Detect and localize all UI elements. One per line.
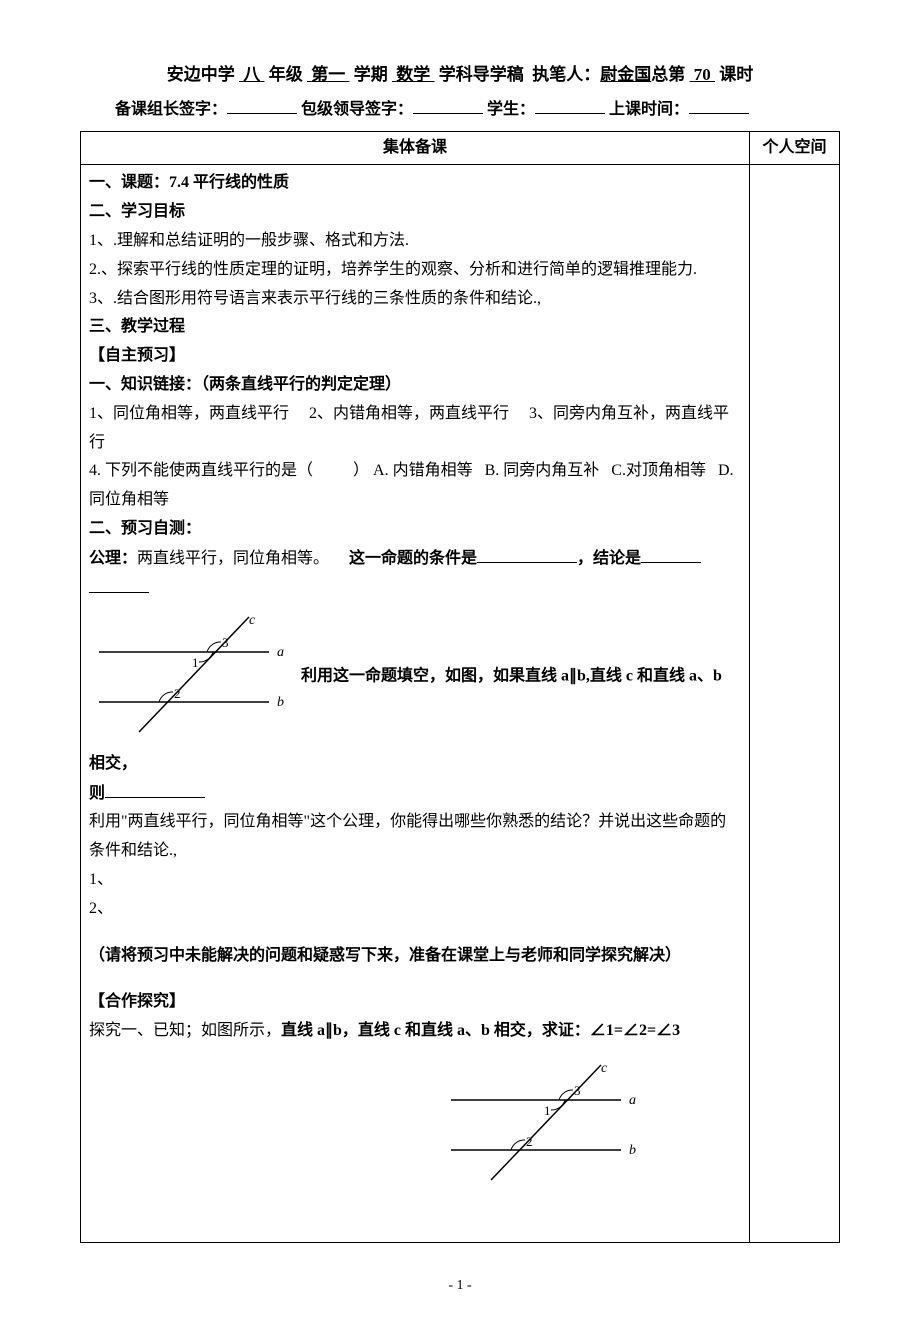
q4-c: C.对顶角相等: [611, 462, 706, 479]
fill-blank: [105, 779, 205, 798]
goal-3: 3、.结合图形用符号语言来表示平行线的三条性质的条件和结论.,: [89, 285, 741, 314]
lesson-suffix: 课时: [719, 65, 753, 84]
sign1-blank: [227, 95, 297, 114]
fill-text-b: 则: [89, 785, 105, 802]
label-b-2: b: [629, 1143, 636, 1158]
page-number: - 1 -: [80, 1273, 840, 1298]
sign1-label: 备课组长签字：: [115, 101, 227, 118]
q4-a: A. 内错角相等: [373, 462, 473, 479]
diagram-row-1: a b c 3 1 2 利用这一命题填空，如图，如果直线 a∥b,直线 c 和直…: [89, 604, 741, 779]
label-ang1: 1: [192, 655, 199, 670]
time-label: 上课时间：: [609, 101, 689, 118]
label-c-2: c: [601, 1061, 608, 1076]
fill-line-b: 则: [89, 779, 741, 809]
self-preview-label: 【自主预习】: [89, 342, 741, 371]
explore1-b: 直线 a∥b，直线 c 和直线 a、b 相交，求证：∠1=∠2=∠3: [281, 1022, 680, 1039]
label-c: c: [249, 613, 256, 628]
th-personal: 个人空间: [750, 131, 840, 165]
explore1-a: 探究一、已知；如图所示，: [89, 1022, 281, 1039]
semester-suffix: 学期: [354, 65, 388, 84]
parallel-lines-diagram-2: a b c 3 1 2: [441, 1060, 641, 1190]
diagram-row-2: a b c 3 1 2: [349, 1052, 741, 1198]
label-a: a: [277, 645, 284, 660]
goal-1: 1、.理解和总结证明的一般步骤、格式和方法.: [89, 227, 741, 256]
q4-close: ）: [353, 462, 369, 479]
label-ang2-2: 2: [526, 1134, 533, 1149]
k1b: 2、内错角相等，两直线平行: [309, 405, 509, 422]
axiom-label: 公理：: [89, 550, 137, 567]
explore-1: 探究一、已知；如图所示，直线 a∥b，直线 c 和直线 a、b 相交，求证：∠1…: [89, 1017, 741, 1046]
label-ang2: 2: [174, 686, 181, 701]
q4-b: B. 同旁内角互补: [485, 462, 600, 479]
preview-test-label: 二、预习自测：: [89, 515, 741, 544]
topic-label: 一、课题：: [89, 174, 169, 191]
q4-stem: 4. 下列不能使两直线平行的是（: [89, 462, 313, 479]
school: 安边中学: [167, 65, 235, 84]
note: （请将预习中未能解决的问题和疑惑写下来，准备在课堂上与老师和同学探究解决）: [89, 942, 741, 971]
axiom-text: 两直线平行，同位角相等。: [137, 550, 329, 567]
item-2: 2、: [89, 895, 741, 924]
topic: 7.4 平行线的性质: [169, 174, 289, 191]
goal-2: 2.、探索平行线的性质定理的证明，培养学生的观察、分析和进行简单的逻辑推理能力.: [89, 256, 741, 285]
author: 尉金国: [600, 65, 651, 84]
label-a-2: a: [629, 1093, 636, 1108]
knowledge-label: 一、知识链接：（两条直线平行的判定定理）: [89, 371, 741, 400]
sign2-label: 包级领导签字：: [301, 101, 413, 118]
student-label: 学生：: [487, 101, 535, 118]
doc-subtitle: 备课组长签字： 包级领导签字： 学生： 上课时间：: [80, 95, 840, 125]
axiom-blank3: [89, 574, 149, 593]
q4-line: 4. 下列不能使两直线平行的是（ ） A. 内错角相等 B. 同旁内角互补 C.对…: [89, 457, 741, 515]
label-ang3-2: 3: [574, 1083, 581, 1098]
subject-suffix: 学科导学稿: [439, 65, 524, 84]
content-cell: 一、课题：7.4 平行线的性质 二、学习目标 1、.理解和总结证明的一般步骤、格…: [81, 165, 750, 1243]
parallel-lines-diagram-1: a b c 3 1 2: [89, 612, 289, 742]
lesson-prefix: 总第: [651, 65, 685, 84]
label-ang1-2: 1: [544, 1103, 551, 1118]
knowledge-items: 1、同位角相等，两直线平行 2、内错角相等，两直线平行 3、同旁内角互补，两直线…: [89, 400, 741, 458]
grade: 八: [239, 65, 265, 84]
label-b: b: [277, 695, 284, 710]
main-table: 集体备课 个人空间 一、课题：7.4 平行线的性质 二、学习目标 1、.理解和总…: [80, 131, 840, 1243]
subject: 数学: [392, 65, 435, 84]
th-collective: 集体备课: [81, 131, 750, 165]
student-blank: [535, 95, 605, 114]
label-ang3: 3: [222, 635, 229, 650]
k1a: 1、同位角相等，两直线平行: [89, 405, 289, 422]
sign2-blank: [413, 95, 483, 114]
doc-title: 安边中学 八 年级 第一 学期 数学 学科导学稿 执笔人：尉金国总第 70 课时: [80, 60, 840, 91]
axiom-q: 这一命题的条件是: [349, 550, 477, 567]
process-label: 三、教学过程: [89, 313, 741, 342]
grade-suffix: 年级: [269, 65, 303, 84]
axiom-mid: ，结论是: [577, 550, 641, 567]
time-blank: [689, 95, 749, 114]
goals-label: 二、学习目标: [89, 198, 741, 227]
lesson-num: 70: [690, 65, 716, 84]
axiom-line: 公理：两直线平行，同位角相等。 这一命题的条件是 ，结论是: [89, 544, 741, 574]
coop-label: 【合作探究】: [89, 988, 741, 1017]
personal-cell: [750, 165, 840, 1243]
author-label: 执笔人：: [532, 65, 600, 84]
item-1: 1、: [89, 866, 741, 895]
semester: 第一: [307, 65, 350, 84]
axiom-blank1: [477, 544, 577, 563]
deriv-q: 利用"两直线平行，同位角相等"这个公理，你能得出哪些你熟悉的结论？并说出这些命题…: [89, 808, 741, 866]
axiom-blank2: [641, 544, 701, 563]
